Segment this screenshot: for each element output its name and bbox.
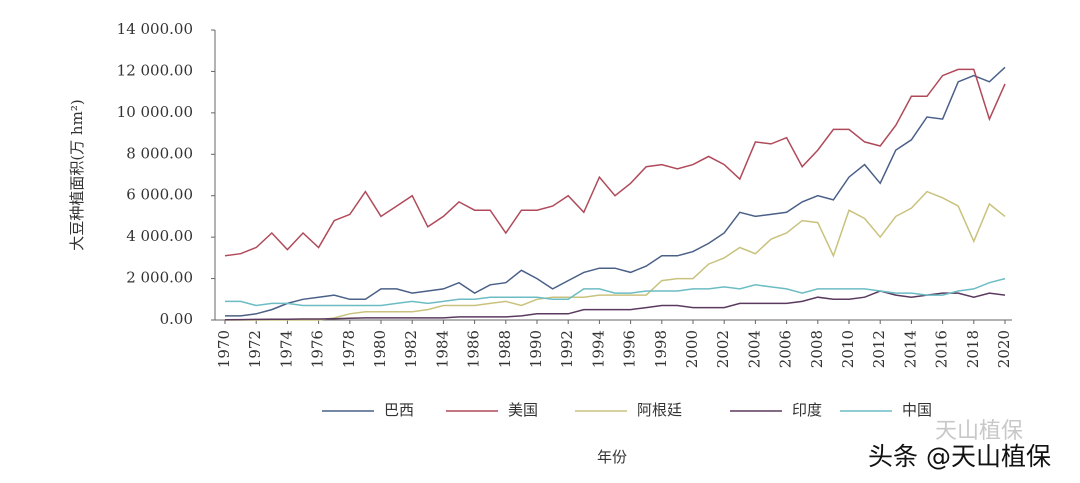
y-tick-label: 2 000.00 <box>126 269 193 287</box>
x-tick-label: 2018 <box>964 330 982 368</box>
x-tick-label: 2002 <box>714 330 732 368</box>
x-tick-label: 1990 <box>527 330 545 368</box>
legend-label: 印度 <box>792 401 822 419</box>
x-tick-label: 1998 <box>652 330 670 368</box>
x-tick-label: 1980 <box>371 330 389 368</box>
y-tick-label: 14 000.00 <box>117 20 193 38</box>
x-tick-label: 1986 <box>465 330 483 368</box>
x-tick-label: 1978 <box>340 330 358 368</box>
series-line <box>225 277 1006 307</box>
y-tick-label: 0.00 <box>160 310 193 328</box>
y-tick-label: 8 000.00 <box>126 144 193 162</box>
x-tick-label: 1996 <box>621 330 639 368</box>
x-tick-label: 1984 <box>433 330 451 368</box>
series-line <box>225 66 1006 317</box>
legend-label: 阿根廷 <box>637 401 682 419</box>
series-line <box>224 290 1006 321</box>
legend-label: 中国 <box>902 401 932 419</box>
x-tick-label: 2020 <box>995 330 1013 368</box>
x-tick-label: 2006 <box>777 330 795 368</box>
x-tick-label: 1976 <box>309 330 327 368</box>
watermark: 头条 @天山植保 <box>868 442 1051 471</box>
x-tick-label: 2010 <box>839 330 857 368</box>
x-tick-label: 1972 <box>246 330 264 368</box>
x-tick-label: 2012 <box>870 330 888 368</box>
x-tick-label: 2016 <box>933 330 951 368</box>
x-tick-label: 2008 <box>808 330 826 368</box>
watermark-faint: 天山植保 <box>935 419 1023 444</box>
x-tick-label: 1988 <box>496 330 514 368</box>
y-tick-label: 10 000.00 <box>117 103 193 121</box>
legend-label: 巴西 <box>384 401 414 419</box>
x-axis-label: 年份 <box>597 448 627 466</box>
x-tick-label: 2000 <box>683 330 701 368</box>
y-tick-label: 4 000.00 <box>126 227 193 245</box>
x-tick-label: 1994 <box>589 330 607 368</box>
y-tick-label: 12 000.00 <box>117 61 193 79</box>
y-tick-label: 6 000.00 <box>126 186 193 204</box>
y-axis-label: 大豆种植面积(万 hm²) <box>68 99 86 250</box>
x-tick-label: 2014 <box>901 330 919 368</box>
series-line <box>225 190 1006 321</box>
x-tick-label: 1970 <box>215 330 233 368</box>
series-line <box>224 68 1006 257</box>
x-tick-label: 2004 <box>745 330 763 368</box>
x-tick-label: 1982 <box>402 330 420 368</box>
x-tick-label: 1992 <box>558 330 576 368</box>
x-tick-label: 1974 <box>277 330 295 368</box>
legend-label: 美国 <box>508 401 538 419</box>
